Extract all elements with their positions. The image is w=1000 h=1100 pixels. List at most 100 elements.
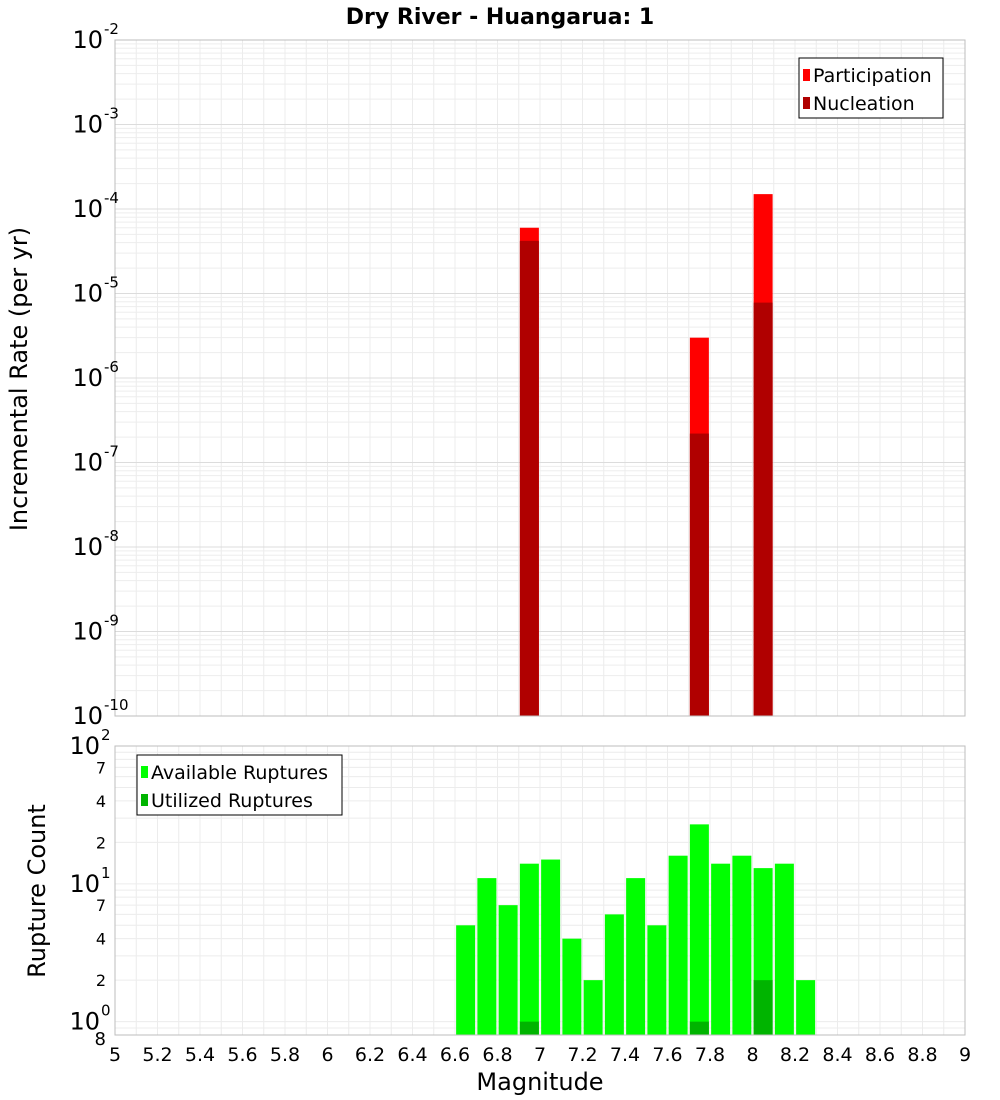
top-y-tick-label: 10 -2 bbox=[72, 20, 119, 54]
tick-exponent: -3 bbox=[104, 105, 119, 123]
xlabel: Magnitude bbox=[476, 1068, 603, 1096]
available-ruptures-bar bbox=[541, 859, 561, 1035]
tick-minor-label: 4 bbox=[96, 930, 106, 949]
tick-base: 10 bbox=[69, 1008, 100, 1036]
legend-label: Utilized Ruptures bbox=[151, 790, 313, 812]
legend-box bbox=[136, 754, 343, 816]
x-tick-label: 8.2 bbox=[780, 1044, 810, 1066]
tick-exponent: 2 bbox=[101, 726, 111, 744]
top-plot-frame bbox=[114, 39, 966, 717]
bottom-y-tick-label: 10 1 bbox=[69, 864, 110, 898]
legend-item: Participation bbox=[803, 65, 932, 87]
bottom-y-tick-label: 4 bbox=[96, 792, 106, 811]
x-tick-label: 8 bbox=[746, 1044, 758, 1066]
bottom-y-tick-label: 4 bbox=[96, 930, 106, 949]
legend-label: Participation bbox=[813, 65, 932, 87]
nucleation-bar bbox=[689, 433, 709, 716]
top-y-tick-label: 10 -7 bbox=[72, 443, 119, 477]
x-tick-label: 6.4 bbox=[397, 1044, 427, 1066]
tick-exponent: -5 bbox=[104, 274, 119, 292]
x-tick-label: 7.6 bbox=[652, 1044, 682, 1066]
x-tick-label: 6.2 bbox=[355, 1044, 385, 1066]
available-ruptures-bar bbox=[498, 905, 518, 1035]
tick-minor-label: 7 bbox=[96, 896, 106, 915]
bottom-y-tick-label: 10 0 bbox=[69, 1002, 110, 1036]
available-ruptures-bar bbox=[711, 863, 731, 1035]
x-tick-label: 5.8 bbox=[270, 1044, 300, 1066]
top-ylabel: Incremental Rate (per yr) bbox=[5, 227, 33, 531]
tick-base: 10 bbox=[72, 618, 103, 646]
tick-minor-label: 7 bbox=[96, 758, 106, 777]
bottom-y-tick-label: 10 2 bbox=[69, 726, 110, 760]
tick-base: 10 bbox=[72, 280, 103, 308]
tick-exponent: -6 bbox=[104, 358, 119, 376]
x-tick-label: 8.8 bbox=[907, 1044, 937, 1066]
bottom-y-tick-label: 7 bbox=[96, 758, 106, 777]
x-tick-label: 5.2 bbox=[142, 1044, 172, 1066]
legend-box bbox=[798, 57, 944, 119]
top-y-tick-label: 10 -9 bbox=[72, 612, 119, 646]
tick-base: 10 bbox=[69, 870, 100, 898]
legend-item: Utilized Ruptures bbox=[141, 790, 313, 812]
tick-base: 10 bbox=[72, 111, 103, 139]
bottom-y-tick-label: 2 bbox=[96, 833, 106, 852]
x-tick-label: 8.4 bbox=[822, 1044, 852, 1066]
top-y-tick-label: 10 -8 bbox=[72, 527, 119, 561]
tick-exponent: -2 bbox=[104, 20, 119, 38]
top-y-tick-label: 10 -6 bbox=[72, 358, 119, 392]
tick-base: 10 bbox=[72, 702, 103, 730]
available-ruptures-bar bbox=[689, 824, 709, 1035]
legend-label: Nucleation bbox=[813, 93, 915, 115]
utilized-ruptures-bar bbox=[519, 1021, 539, 1035]
legend-item: Available Ruptures bbox=[141, 762, 328, 784]
top-y-tick-label: 10 -5 bbox=[72, 274, 119, 308]
x-tick-label: 5 bbox=[109, 1044, 121, 1066]
x-tick-label: 8.6 bbox=[865, 1044, 895, 1066]
legend-label: Available Ruptures bbox=[151, 762, 328, 784]
tick-minor-label: 4 bbox=[96, 792, 106, 811]
x-tick-label: 6.8 bbox=[482, 1044, 512, 1066]
bottom-y-tick-label: 7 bbox=[96, 896, 106, 915]
available-ruptures-bar bbox=[562, 938, 582, 1035]
tick-base: 10 bbox=[72, 449, 103, 477]
available-ruptures-bar bbox=[477, 878, 497, 1035]
nucleation-bar bbox=[753, 302, 773, 716]
tick-exponent: -4 bbox=[104, 189, 119, 207]
tick-minor-label: 2 bbox=[96, 833, 106, 852]
tick-base: 10 bbox=[69, 732, 100, 760]
utilized-ruptures-bar bbox=[689, 1021, 709, 1035]
legend-swatch bbox=[141, 794, 148, 806]
tick-exponent: -10 bbox=[104, 696, 129, 714]
tick-minor-label: 2 bbox=[96, 971, 106, 990]
tick-base: 10 bbox=[72, 26, 103, 54]
available-ruptures-bar bbox=[647, 925, 667, 1035]
available-ruptures-bar bbox=[668, 855, 688, 1035]
legend-swatch bbox=[803, 97, 810, 109]
bottom-plot-frame bbox=[114, 745, 966, 1036]
top-y-tick-label: 10 -3 bbox=[72, 105, 119, 139]
x-tick-label: 7 bbox=[534, 1044, 546, 1066]
top-legend: Participation Nucleation bbox=[798, 57, 944, 119]
available-ruptures-bar bbox=[626, 878, 646, 1035]
available-ruptures-bar bbox=[456, 925, 476, 1035]
nucleation-bar bbox=[519, 240, 539, 716]
x-tick-label: 9 bbox=[959, 1044, 971, 1066]
available-ruptures-bar bbox=[604, 914, 624, 1035]
x-tick-label: 5.4 bbox=[185, 1044, 215, 1066]
tick-exponent: -8 bbox=[104, 527, 119, 545]
chart-title: Dry River - Huangarua: 1 bbox=[346, 5, 654, 30]
available-ruptures-bar bbox=[774, 863, 794, 1035]
tick-exponent: 0 bbox=[101, 1002, 111, 1020]
x-tick-label: 5.6 bbox=[227, 1044, 257, 1066]
top-y-tick-label: 10 -4 bbox=[72, 189, 119, 223]
available-ruptures-bar bbox=[796, 980, 816, 1035]
tick-exponent: -9 bbox=[104, 612, 119, 630]
tick-base: 10 bbox=[72, 195, 103, 223]
x-tick-label: 7.8 bbox=[695, 1044, 725, 1066]
x-tick-label: 6 bbox=[321, 1044, 333, 1066]
x-tick-label: 7.4 bbox=[610, 1044, 640, 1066]
legend-swatch bbox=[803, 69, 810, 81]
x-tick-label: 7.2 bbox=[567, 1044, 597, 1066]
x-tick-label: 6.6 bbox=[440, 1044, 470, 1066]
